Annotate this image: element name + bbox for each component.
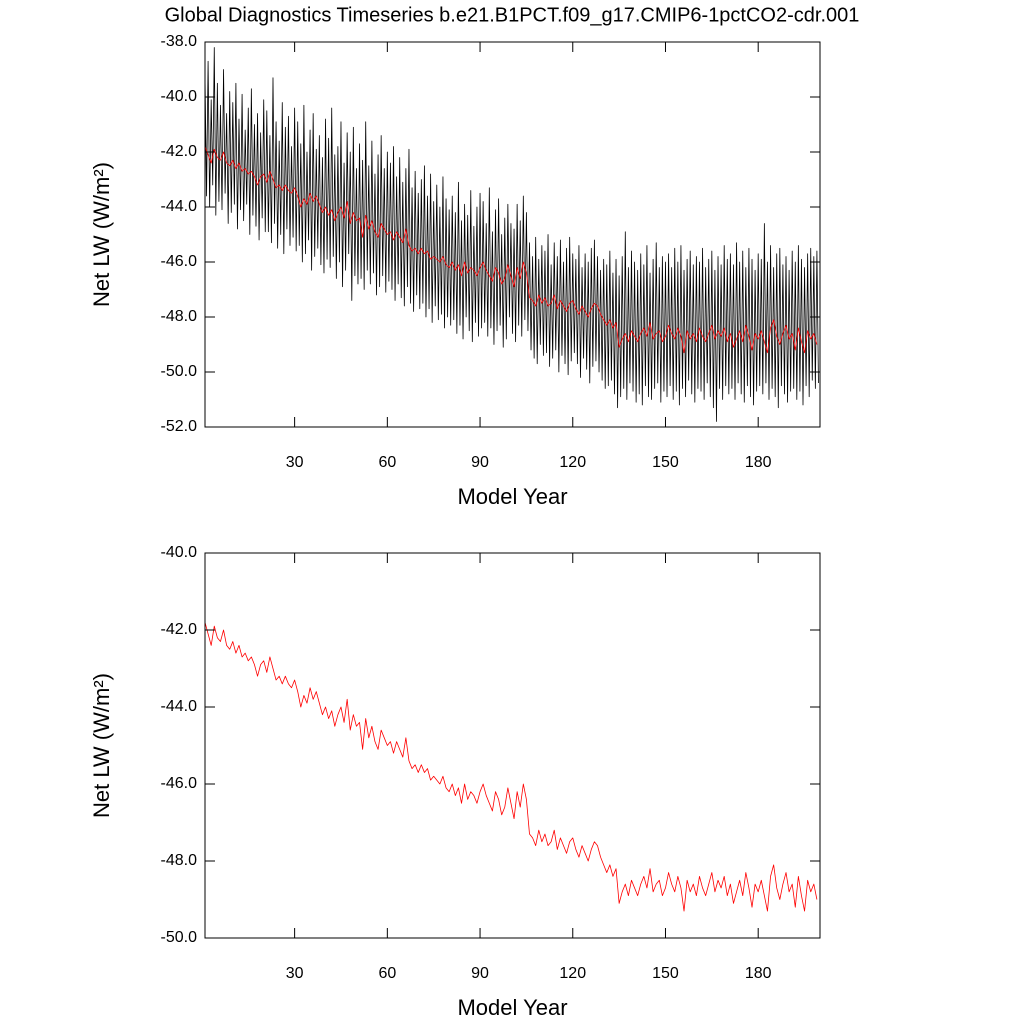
x-axis-label: Model Year — [457, 995, 567, 1020]
x-tick-label: 90 — [471, 454, 489, 471]
y-tick-label: -40.0 — [161, 88, 198, 105]
chart-title: Global Diagnostics Timeseries b.e21.B1PC… — [165, 4, 860, 26]
data-line — [204, 47, 819, 422]
x-tick-label: 30 — [286, 965, 304, 982]
y-tick-label: -46.0 — [161, 775, 198, 792]
plot-frame — [204, 552, 821, 939]
y-tick-label: -48.0 — [161, 308, 198, 325]
y-axis-label: Net LW (W/m²) — [89, 162, 114, 307]
x-tick-label: 180 — [745, 965, 772, 982]
y-tick-label: -40.0 — [161, 544, 198, 561]
y-tick-label: -52.0 — [161, 418, 198, 435]
y-axis-label: Net LW (W/m²) — [89, 673, 114, 818]
plot-frame — [204, 41, 821, 428]
y-tick-label: -42.0 — [161, 143, 198, 160]
data-line — [204, 146, 818, 354]
x-tick-label: 150 — [652, 965, 679, 982]
y-tick-label: -46.0 — [161, 253, 198, 270]
y-tick-label: -50.0 — [161, 929, 198, 946]
y-tick-label: -42.0 — [161, 621, 198, 638]
x-tick-label: 60 — [378, 965, 396, 982]
x-tick-label: 120 — [559, 454, 586, 471]
data-line — [204, 622, 818, 912]
y-tick-label: -48.0 — [161, 852, 198, 869]
y-tick-label: -44.0 — [161, 698, 198, 715]
y-tick-label: -38.0 — [161, 33, 198, 50]
x-tick-label: 120 — [559, 965, 586, 982]
x-tick-label: 90 — [471, 965, 489, 982]
x-tick-label: 60 — [378, 454, 396, 471]
x-tick-label: 30 — [286, 454, 304, 471]
x-tick-label: 180 — [745, 454, 772, 471]
y-tick-label: -50.0 — [161, 363, 198, 380]
x-tick-label: 150 — [652, 454, 679, 471]
y-tick-label: -44.0 — [161, 198, 198, 215]
x-axis-label: Model Year — [457, 484, 567, 509]
